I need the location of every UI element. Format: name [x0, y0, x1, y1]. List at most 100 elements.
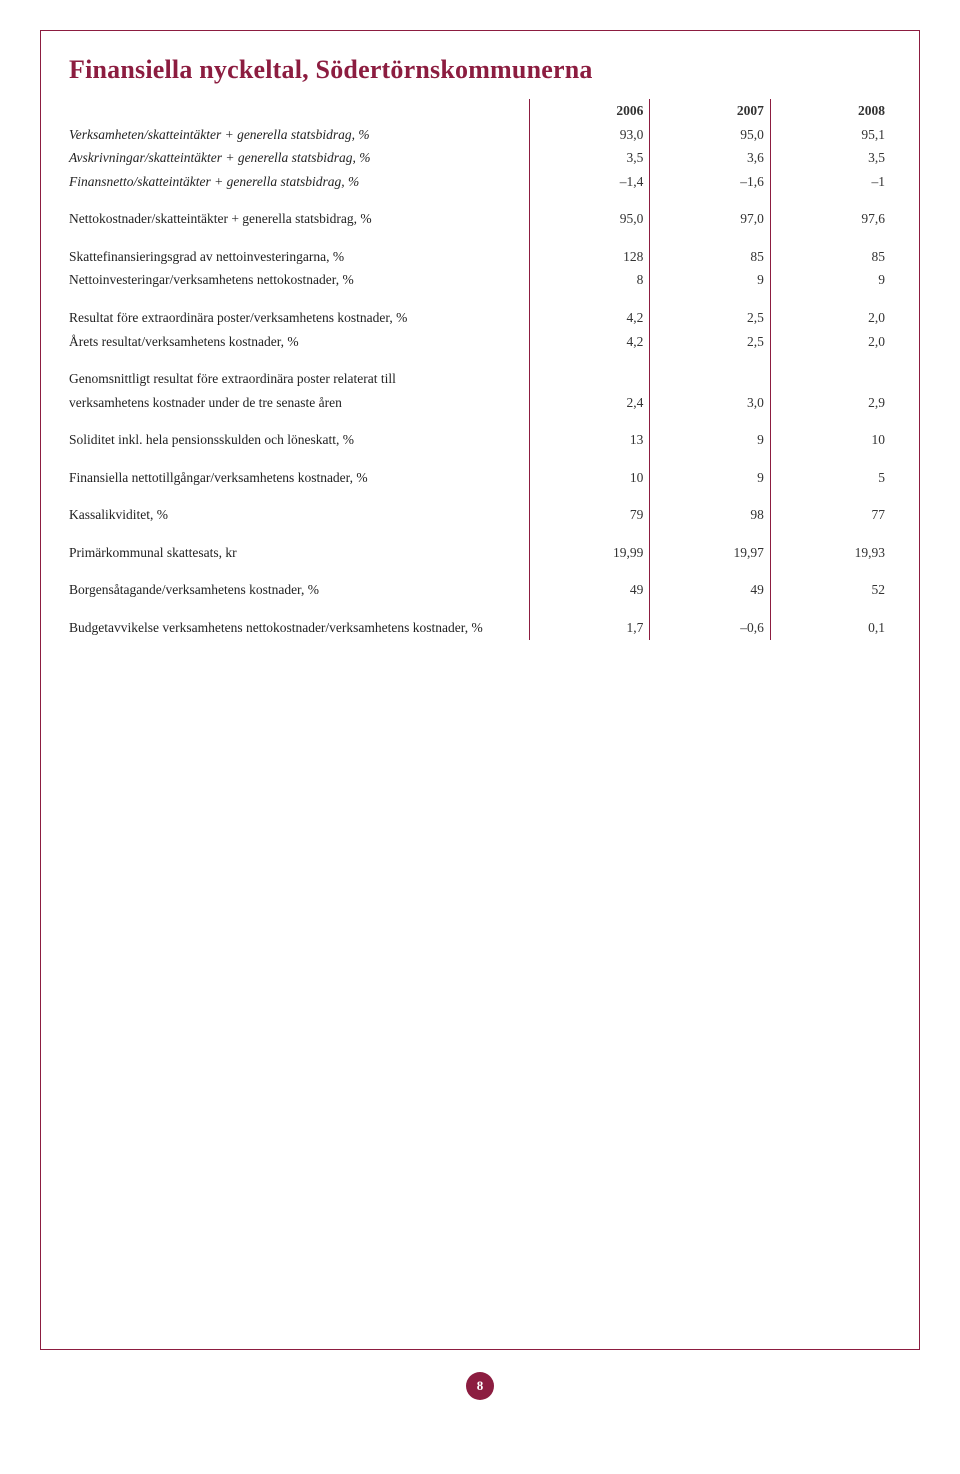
row-label: Finansiella nettotillgångar/verksamheten…: [69, 466, 529, 490]
cell: 0,1: [770, 616, 891, 640]
table-row: Budgetavvikelse verksamhetens nettokostn…: [69, 616, 891, 640]
table-row: Soliditet inkl. hela pensionsskulden och…: [69, 428, 891, 452]
cell: 4,2: [529, 306, 650, 330]
cell: –0,6: [650, 616, 771, 640]
cell: 1,7: [529, 616, 650, 640]
spacer: [69, 292, 891, 306]
row-label: Soliditet inkl. hela pensionsskulden och…: [69, 428, 529, 452]
spacer: [69, 452, 891, 466]
table-row: Genomsnittligt resultat före extraordinä…: [69, 367, 891, 391]
cell: [529, 367, 650, 391]
cell: 85: [650, 245, 771, 269]
cell: 10: [529, 466, 650, 490]
row-label: Nettoinvesteringar/verksamhetens nettoko…: [69, 268, 529, 292]
row-label: verksamhetens kostnader under de tre sen…: [69, 391, 529, 415]
table-row: Borgensåtagande/verksamhetens kostnader,…: [69, 578, 891, 602]
cell: 2,5: [650, 306, 771, 330]
spacer: [69, 414, 891, 428]
row-label: Nettokostnader/skatteintäkter + generell…: [69, 207, 529, 231]
row-label: Kassalikviditet, %: [69, 503, 529, 527]
cell: –1,4: [529, 170, 650, 194]
cell: 13: [529, 428, 650, 452]
cell: 128: [529, 245, 650, 269]
cell: 97,0: [650, 207, 771, 231]
spacer: [69, 353, 891, 367]
content-frame: Finansiella nyckeltal, Södertörnskommune…: [40, 30, 920, 1350]
row-label: Resultat före extraordinära poster/verks…: [69, 306, 529, 330]
cell: 19,97: [650, 541, 771, 565]
row-label: Finansnetto/skatteintäkter + generella s…: [69, 170, 529, 194]
cell: 8: [529, 268, 650, 292]
cell: 2,9: [770, 391, 891, 415]
table-row: Årets resultat/verksamhetens kostnader, …: [69, 330, 891, 354]
cell: –1,6: [650, 170, 771, 194]
cell: 9: [650, 466, 771, 490]
col-header-2008: 2008: [770, 99, 891, 123]
cell: 3,6: [650, 146, 771, 170]
cell: 9: [650, 428, 771, 452]
table-row: verksamhetens kostnader under de tre sen…: [69, 391, 891, 415]
table-row: Skattefinansieringsgrad av nettoinvester…: [69, 245, 891, 269]
row-label: Årets resultat/verksamhetens kostnader, …: [69, 330, 529, 354]
col-header-2006: 2006: [529, 99, 650, 123]
cell: 9: [770, 268, 891, 292]
spacer: [69, 489, 891, 503]
table-row: Primärkommunal skattesats, kr 19,99 19,9…: [69, 541, 891, 565]
row-label: Verksamheten/skatteintäkter + generella …: [69, 123, 529, 147]
table-row: Nettoinvesteringar/verksamhetens nettoko…: [69, 268, 891, 292]
table-row: Avskrivningar/skatteintäkter + generella…: [69, 146, 891, 170]
cell: 93,0: [529, 123, 650, 147]
cell: 95,1: [770, 123, 891, 147]
cell: 19,93: [770, 541, 891, 565]
table-row: Resultat före extraordinära poster/verks…: [69, 306, 891, 330]
cell: 3,5: [529, 146, 650, 170]
row-label: Budgetavvikelse verksamhetens nettokostn…: [69, 616, 529, 640]
cell: 3,5: [770, 146, 891, 170]
table-header-row: 2006 2007 2008: [69, 99, 891, 123]
table-row: Kassalikviditet, % 79 98 77: [69, 503, 891, 527]
spacer: [69, 193, 891, 207]
cell: 4,2: [529, 330, 650, 354]
row-label: Avskrivningar/skatteintäkter + generella…: [69, 146, 529, 170]
spacer: [69, 564, 891, 578]
financial-table: 2006 2007 2008 Verksamheten/skatteintäkt…: [69, 99, 891, 640]
cell: 10: [770, 428, 891, 452]
cell: 97,6: [770, 207, 891, 231]
cell: 49: [650, 578, 771, 602]
cell: 2,4: [529, 391, 650, 415]
row-label: Primärkommunal skattesats, kr: [69, 541, 529, 565]
cell: 52: [770, 578, 891, 602]
cell: 79: [529, 503, 650, 527]
cell: 2,0: [770, 306, 891, 330]
page-title: Finansiella nyckeltal, Södertörnskommune…: [69, 55, 891, 85]
cell: 2,5: [650, 330, 771, 354]
spacer: [69, 231, 891, 245]
table-row: Nettokostnader/skatteintäkter + generell…: [69, 207, 891, 231]
row-label: Genomsnittligt resultat före extraordinä…: [69, 367, 529, 391]
cell: 9: [650, 268, 771, 292]
cell: [650, 367, 771, 391]
row-label: Skattefinansieringsgrad av nettoinvester…: [69, 245, 529, 269]
cell: 95,0: [529, 207, 650, 231]
cell: 95,0: [650, 123, 771, 147]
spacer: [69, 527, 891, 541]
col-header-2007: 2007: [650, 99, 771, 123]
cell: 85: [770, 245, 891, 269]
cell: 98: [650, 503, 771, 527]
cell: 19,99: [529, 541, 650, 565]
cell: 49: [529, 578, 650, 602]
cell: [770, 367, 891, 391]
table-row: Finansiella nettotillgångar/verksamheten…: [69, 466, 891, 490]
page-number: 8: [466, 1372, 494, 1400]
spacer: [69, 602, 891, 616]
cell: 5: [770, 466, 891, 490]
cell: 2,0: [770, 330, 891, 354]
col-header-empty: [69, 99, 529, 123]
cell: –1: [770, 170, 891, 194]
cell: 77: [770, 503, 891, 527]
row-label: Borgensåtagande/verksamhetens kostnader,…: [69, 578, 529, 602]
cell: 3,0: [650, 391, 771, 415]
table-row: Verksamheten/skatteintäkter + generella …: [69, 123, 891, 147]
table-row: Finansnetto/skatteintäkter + generella s…: [69, 170, 891, 194]
page-number-wrap: 8: [0, 1372, 960, 1400]
